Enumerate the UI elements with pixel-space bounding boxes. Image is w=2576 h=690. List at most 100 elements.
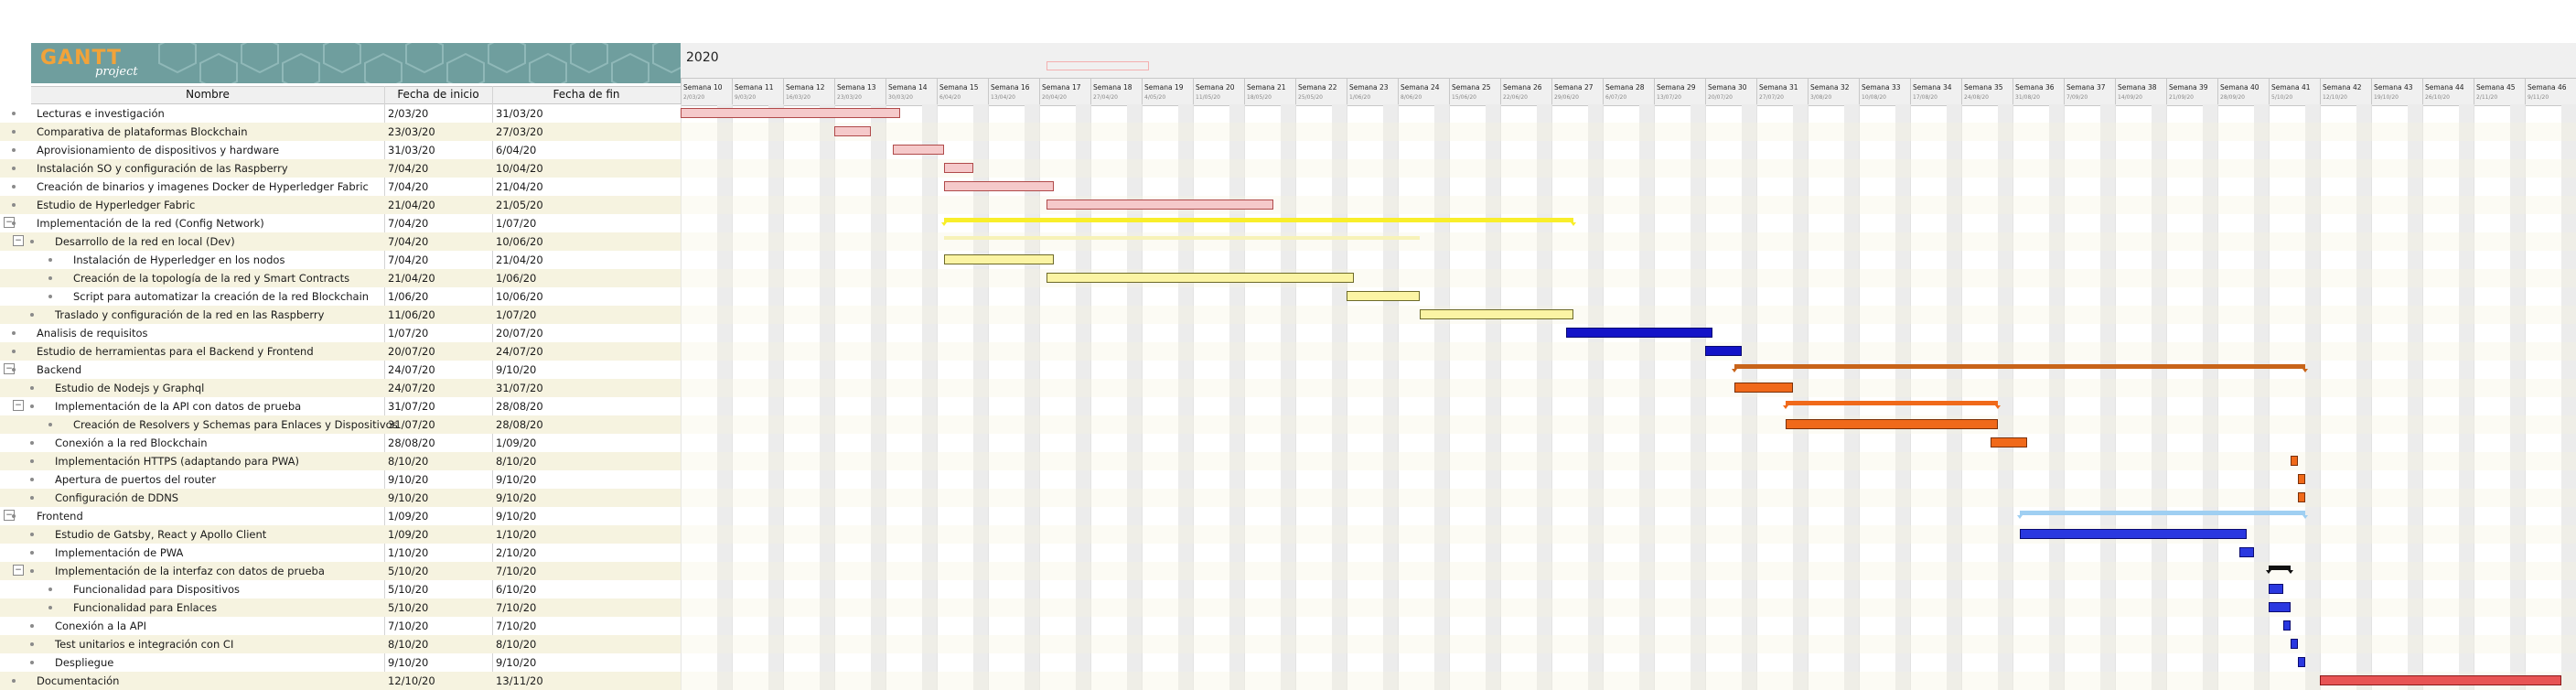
week-gridline (2371, 104, 2372, 690)
week-name: Semana 18 (1093, 83, 1132, 92)
table-row[interactable]: Estudio de Hyperledger Fabric 21/04/20 21/… (0, 196, 681, 214)
week-date: 17/08/20 (1913, 94, 1937, 101)
table-row[interactable]: Documentación 12/10/20 13/11/20 (0, 672, 681, 690)
collapse-toggle[interactable]: − (13, 400, 24, 411)
table-row[interactable]: Estudio de herramientas para el Backend … (0, 342, 681, 361)
week-header: Semana 41 5/10/20 (2269, 79, 2321, 105)
table-row[interactable]: Implementación HTTPS (adaptando para PWA… (0, 452, 681, 470)
task-bar[interactable] (681, 108, 900, 118)
table-row[interactable]: Analisis de requisitos 1/07/20 20/07/20 (0, 324, 681, 342)
task-bar[interactable] (2291, 639, 2298, 649)
week-name: Semana 28 (1605, 83, 1645, 92)
chart-row-stripe (681, 415, 2576, 434)
row-bullet-icon (30, 533, 34, 536)
table-row[interactable]: Configuración de DDNS 9/10/20 9/10/20 (0, 489, 681, 507)
task-bar[interactable] (2298, 492, 2305, 502)
table-row[interactable]: Instalación SO y configuración de las Ra… (0, 159, 681, 178)
week-gridline (937, 104, 938, 690)
table-row[interactable]: Funcionalidad para Enlaces 5/10/20 7/10/20 (0, 598, 681, 617)
task-name: Funcionalidad para Dispositivos (73, 583, 241, 596)
task-bar[interactable] (2283, 620, 2291, 631)
table-row[interactable]: Funcionalidad para Dispositivos 5/10/20 6/… (0, 580, 681, 598)
task-bar[interactable] (2269, 602, 2291, 612)
task-bar[interactable] (2291, 456, 2298, 466)
column-header-name[interactable]: Nombre (186, 88, 230, 101)
table-row[interactable]: Conexión a la API 7/10/20 7/10/20 (0, 617, 681, 635)
collapse-toggle[interactable]: − (13, 235, 24, 246)
summary-task-bar[interactable] (1732, 364, 2308, 372)
task-start-date: 20/07/20 (388, 345, 435, 358)
task-bar[interactable] (893, 145, 944, 155)
summary-task-bar[interactable] (944, 236, 1420, 240)
summary-task-bar[interactable] (2266, 566, 2293, 574)
gantt-chart[interactable]: 2020 Semana 10 2/03/20 Semana 11 9/03/20 Sem… (681, 0, 2576, 690)
table-row[interactable]: Estudio de Nodejs y Graphql 24/07/20 31/07… (0, 379, 681, 397)
summary-task-bar[interactable] (2017, 511, 2308, 519)
table-row[interactable]: Creación de binarios y imagenes Docker d… (0, 178, 681, 196)
task-end-date: 31/07/20 (496, 382, 543, 394)
task-bar[interactable] (1705, 346, 1742, 356)
task-bar[interactable] (2320, 675, 2561, 685)
task-bar[interactable] (834, 126, 871, 136)
task-bar[interactable] (1420, 309, 1573, 319)
task-bar[interactable] (1046, 273, 1354, 283)
task-name: Aprovisionamiento de dispositivos y hard… (37, 144, 280, 156)
week-name: Semana 43 (2374, 83, 2413, 92)
table-row[interactable]: − Implementación de la interfaz con datos… (0, 562, 681, 580)
task-name: Instalación SO y configuración de las Ra… (37, 162, 288, 175)
table-row[interactable]: Instalación de Hyperledger en los nodos 7… (0, 251, 681, 269)
task-start-date: 9/10/20 (388, 656, 429, 669)
week-date: 30/03/20 (888, 94, 913, 101)
table-row[interactable]: Lecturas e investigación 2/03/20 31/03/20 (0, 104, 681, 123)
table-row[interactable]: − Implementación de la red (Config Networ… (0, 214, 681, 232)
table-row[interactable]: Test unitarios e integración con CI 8/10/… (0, 635, 681, 653)
table-row[interactable]: Creación de Resolvers y Schemas para Enl… (0, 415, 681, 434)
weekend-shade (1127, 104, 1142, 690)
task-bar[interactable] (1786, 419, 1998, 429)
task-bar[interactable] (2269, 584, 2283, 594)
week-gridline (1039, 104, 1040, 690)
table-row[interactable]: Traslado y configuración de la red en la… (0, 306, 681, 324)
table-row[interactable]: Apertura de puertos del router 9/10/20 9/1… (0, 470, 681, 489)
column-header-start[interactable]: Fecha de inicio (397, 88, 479, 101)
task-bar[interactable] (2020, 529, 2247, 539)
table-row[interactable]: − Implementación de la API con datos de p… (0, 397, 681, 415)
task-bar[interactable] (2298, 657, 2305, 667)
table-row[interactable]: Script para automatizar la creación de l… (0, 287, 681, 306)
collapse-toggle[interactable]: − (13, 565, 24, 576)
task-bar[interactable] (1347, 291, 1420, 301)
table-row[interactable]: Estudio de Gatsby, React y Apollo Client… (0, 525, 681, 544)
task-bar[interactable] (2298, 474, 2305, 484)
row-bullet-icon (12, 185, 16, 189)
table-row[interactable]: Creación de la topología de la red y Sma… (0, 269, 681, 287)
summary-task-bar[interactable] (941, 218, 1576, 226)
weekend-shade (1947, 104, 1961, 690)
task-bar[interactable] (1046, 199, 1273, 210)
table-row[interactable]: − Backend 24/07/20 9/10/20 (0, 361, 681, 379)
task-bar[interactable] (944, 254, 1054, 264)
task-bar[interactable] (1734, 383, 1793, 393)
task-name: Creación de Resolvers y Schemas para Enl… (73, 418, 398, 431)
week-gridline (1808, 104, 1809, 690)
table-header: Nombre Fecha de inicio Fecha de fin (31, 86, 681, 104)
task-bar[interactable] (1566, 328, 1712, 338)
table-row[interactable]: Aprovisionamiento de dispositivos y hard… (0, 141, 681, 159)
task-end-date: 21/04/20 (496, 253, 543, 266)
table-row[interactable]: − Desarrollo de la red en local (Dev) 7/04… (0, 232, 681, 251)
table-row[interactable]: Implementación de PWA 1/10/20 2/10/20 (0, 544, 681, 562)
table-row[interactable]: Conexión a la red Blockchain 28/08/20 1/09… (0, 434, 681, 452)
task-bar[interactable] (1991, 437, 2027, 447)
weekend-shade (2305, 104, 2320, 690)
table-row[interactable]: Comparativa de plataformas Blockchain 23/… (0, 123, 681, 141)
table-row[interactable]: Despliegue 9/10/20 9/10/20 (0, 653, 681, 672)
week-gridline (2320, 104, 2321, 690)
table-row[interactable]: − Frontend 1/09/20 9/10/20 (0, 507, 681, 525)
task-bar[interactable] (944, 163, 973, 173)
task-start-date: 1/06/20 (388, 290, 429, 303)
column-header-end[interactable]: Fecha de fin (553, 88, 620, 101)
week-gridline (2012, 104, 2013, 690)
task-bar[interactable] (2239, 547, 2254, 557)
task-bar[interactable] (944, 181, 1054, 191)
summary-task-bar[interactable] (1783, 401, 2001, 409)
week-header: Semana 45 2/11/20 (2474, 79, 2526, 105)
